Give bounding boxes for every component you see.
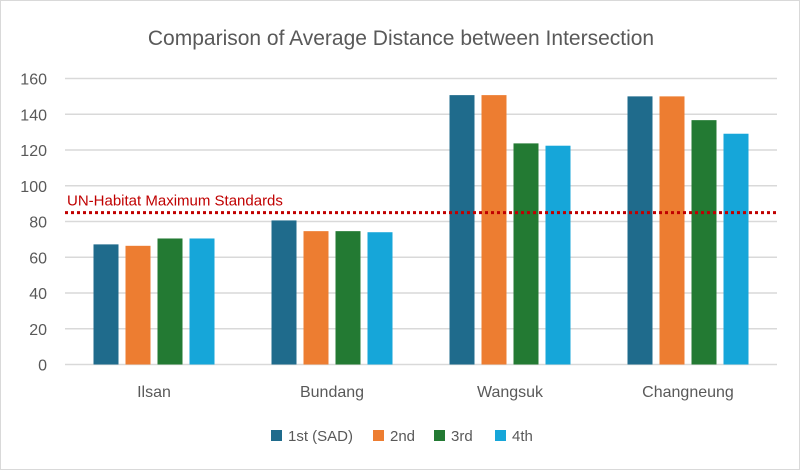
chart-title: Comparison of Average Distance between I… [148,27,654,50]
legend-item: 1st (SAD) [271,428,353,445]
bar-changneung-3 [691,120,717,365]
legend-label: 3rd [451,428,473,445]
bar-ilsan-4 [189,238,215,365]
y-tick-label: 0 [38,358,47,375]
bar-changneung-2 [659,96,685,365]
reference-line-label: UN-Habitat Maximum Standards [67,193,283,210]
y-tick-label: 40 [29,286,47,303]
y-tick-label: 20 [29,322,47,339]
bar-bundang-1 [271,220,297,365]
y-tick-label: 60 [29,250,47,267]
legend-swatch [271,430,282,441]
legend-item: 4th [495,428,533,445]
y-tick-label: 140 [20,107,47,124]
y-tick-label: 100 [20,179,47,196]
legend-label: 4th [512,428,533,445]
bar-wangsuk-1 [449,95,475,365]
bar-bundang-2 [303,231,329,365]
legend-label: 2nd [390,428,415,445]
x-tick-label: Ilsan [137,384,171,401]
bar-wangsuk-4 [545,145,571,365]
bar-ilsan-3 [157,238,183,365]
bar-changneung-4 [723,133,749,365]
legend-item: 3rd [434,428,473,445]
bar-bundang-3 [335,231,361,365]
bar-ilsan-2 [125,245,151,365]
legend-label: 1st (SAD) [288,428,353,445]
y-tick-label: 80 [29,215,47,232]
y-tick-label: 120 [20,143,47,160]
bar-bundang-4 [367,232,393,365]
bar-wangsuk-2 [481,95,507,365]
x-tick-label: Wangsuk [477,384,544,401]
x-tick-label: Bundang [300,384,364,401]
legend-swatch [434,430,445,441]
legend-item: 2nd [373,428,415,445]
legend-swatch [495,430,506,441]
bar-changneung-1 [627,96,653,365]
legend-swatch [373,430,384,441]
y-tick-label: 160 [20,72,47,89]
bar-ilsan-1 [93,244,119,365]
x-tick-label: Changneung [642,384,734,401]
bar-wangsuk-3 [513,143,539,365]
